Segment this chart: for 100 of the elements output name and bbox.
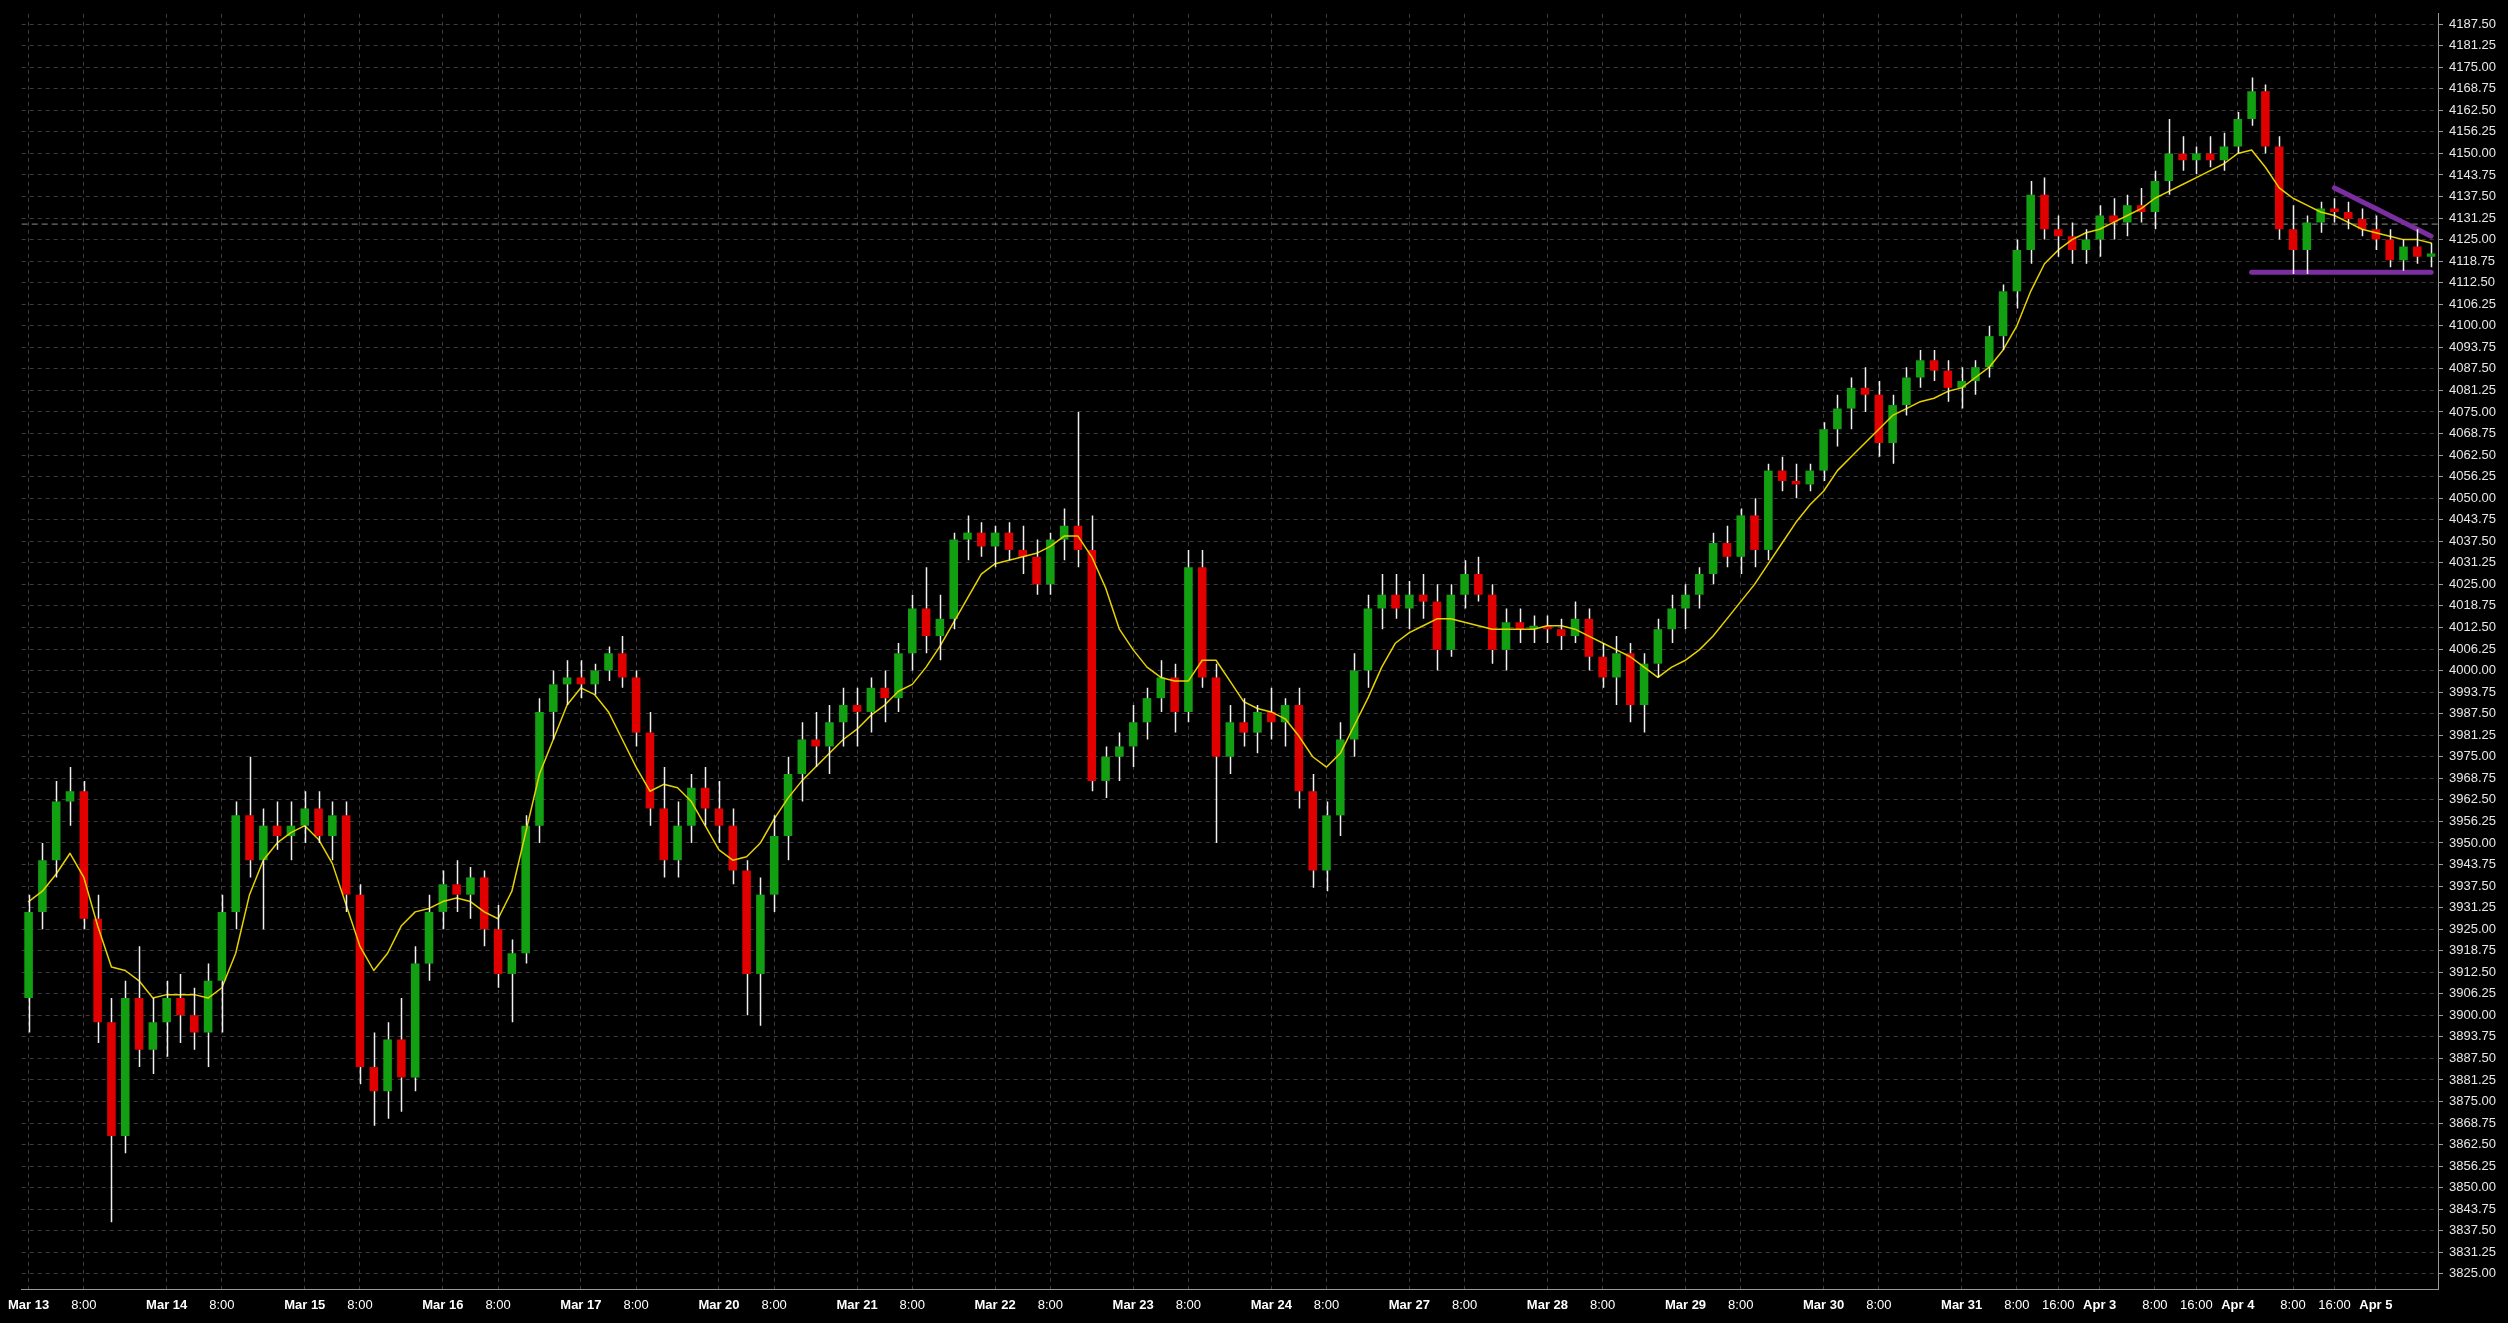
x-tick-label: 8:00: [1451, 1296, 1478, 1312]
candlestick: [355, 883, 365, 1086]
y-tick-label: 4012.50: [2449, 619, 2497, 635]
x-tick-label: Mar 31: [1941, 1296, 1983, 1312]
candlestick: [1156, 659, 1166, 713]
y-tick-label: 4112.50: [2449, 274, 2496, 290]
y-tick-label: 3862.50: [2449, 1136, 2497, 1152]
y-tick-label: 4087.50: [2449, 360, 2497, 376]
candlestick: [2164, 118, 2174, 196]
candlestick: [1598, 642, 1607, 689]
candlestick: [1128, 704, 1138, 768]
candlestick: [714, 780, 724, 844]
x-tick-label: 8:00: [1037, 1296, 1064, 1312]
candlestick: [1418, 573, 1428, 620]
x-tick-label: 8:00: [761, 1296, 787, 1312]
y-tick-label: 3825.00: [2449, 1265, 2497, 1281]
y-tick-label: 4137.50: [2449, 188, 2497, 204]
candlestick: [190, 986, 199, 1051]
y-tick-label: 4187.50: [2449, 15, 2497, 31]
y-tick-label: 4093.75: [2449, 338, 2497, 354]
y-tick-label: 4000.00: [2449, 662, 2497, 678]
x-tick-label: 16:00: [2042, 1296, 2075, 1312]
candlestick: [1971, 359, 1980, 396]
candlestick: [107, 997, 116, 1223]
x-tick-label: Mar 30: [1802, 1296, 1845, 1312]
candlestick: [1695, 566, 1704, 610]
candlestick: [631, 669, 641, 748]
x-tick-label: 8:00: [2280, 1296, 2306, 1312]
y-tick-label: 3856.25: [2449, 1157, 2497, 1173]
y-tick-label: 3868.75: [2449, 1114, 2497, 1130]
candlestick: [838, 687, 848, 748]
candlestick: [618, 635, 627, 689]
x-tick-label: Apr 5: [2359, 1296, 2393, 1312]
candlestick: [756, 876, 765, 1027]
candlestick: [935, 593, 945, 661]
y-tick-label: 3981.25: [2449, 726, 2497, 742]
candlestick: [1556, 618, 1566, 651]
y-tick-label: 3881.25: [2449, 1071, 2497, 1087]
candlestick: [1239, 697, 1248, 748]
candlestick: [162, 980, 171, 1058]
candlestick: [1846, 376, 1856, 430]
candlestick: [2413, 228, 2422, 265]
y-tick-label: 3943.75: [2449, 856, 2497, 872]
x-tick-label: Mar 22: [974, 1296, 1016, 1312]
candlestick: [1888, 394, 1897, 465]
candlestick: [2302, 214, 2312, 275]
y-tick-label: 4043.75: [2449, 511, 2497, 527]
candlestick: [894, 642, 903, 713]
candlestick: [921, 566, 931, 655]
y-tick-label: 3850.00: [2449, 1179, 2497, 1195]
x-tick-label: Apr 3: [2083, 1296, 2117, 1312]
candlestick: [1460, 559, 1469, 610]
x-tick-label: 8:00: [485, 1296, 511, 1312]
y-tick-label: 4168.75: [2449, 80, 2497, 96]
candlestick: [1018, 525, 1028, 575]
y-tick-label: 4125.00: [2449, 231, 2497, 247]
candlestick: [1004, 521, 1014, 561]
y-tick-label: 3925.00: [2449, 920, 2497, 936]
y-tick-label: 4175.00: [2449, 58, 2497, 74]
candlestick: [397, 997, 406, 1113]
candlestick: [1943, 359, 1953, 403]
y-tick-label: 3987.50: [2449, 705, 2497, 721]
candlestick: [797, 721, 807, 803]
candlestick: [2109, 197, 2118, 241]
candlestick: [120, 980, 130, 1154]
candlestick: [1308, 773, 1317, 889]
candlestick: [1681, 583, 1690, 630]
candlestick: [1902, 366, 1911, 417]
candlestick: [452, 859, 461, 913]
candlestick: [1653, 618, 1663, 679]
candlestick: [2123, 194, 2132, 237]
candlestick: [1984, 325, 1994, 379]
x-tick-label: 8:00: [1728, 1296, 1754, 1312]
candlestick: [866, 676, 876, 734]
candlestick: [341, 800, 351, 913]
candlestick: [272, 800, 282, 851]
y-tick-label: 3968.75: [2449, 769, 2497, 785]
candlestick: [2178, 135, 2187, 172]
candlestick: [2192, 145, 2201, 175]
y-tick-label: 3893.75: [2449, 1028, 2497, 1044]
candlestick: [1957, 366, 1966, 410]
candlestick: [383, 1021, 392, 1120]
x-tick-label: 8:00: [209, 1296, 235, 1312]
candlestick: [424, 893, 434, 982]
y-tick-label: 4143.75: [2449, 166, 2497, 182]
x-tick-label: 8:00: [899, 1296, 925, 1312]
y-tick-label: 4081.25: [2449, 382, 2497, 398]
x-tick-label: 8:00: [2004, 1296, 2030, 1312]
x-tick-label: 8:00: [347, 1296, 373, 1312]
x-tick-label: 8:00: [71, 1296, 97, 1312]
candlestick: [507, 938, 517, 1023]
candlestick: [535, 697, 544, 844]
candlestick: [2274, 135, 2284, 241]
candlestick: [93, 893, 102, 1044]
candlestick: [1225, 704, 1235, 775]
candlestick: [1336, 721, 1345, 837]
y-tick-label: 4062.50: [2449, 446, 2497, 462]
candlestick: [742, 859, 751, 1017]
x-tick-label: 16:00: [2318, 1296, 2351, 1312]
x-tick-label: Mar 28: [1526, 1296, 1569, 1312]
